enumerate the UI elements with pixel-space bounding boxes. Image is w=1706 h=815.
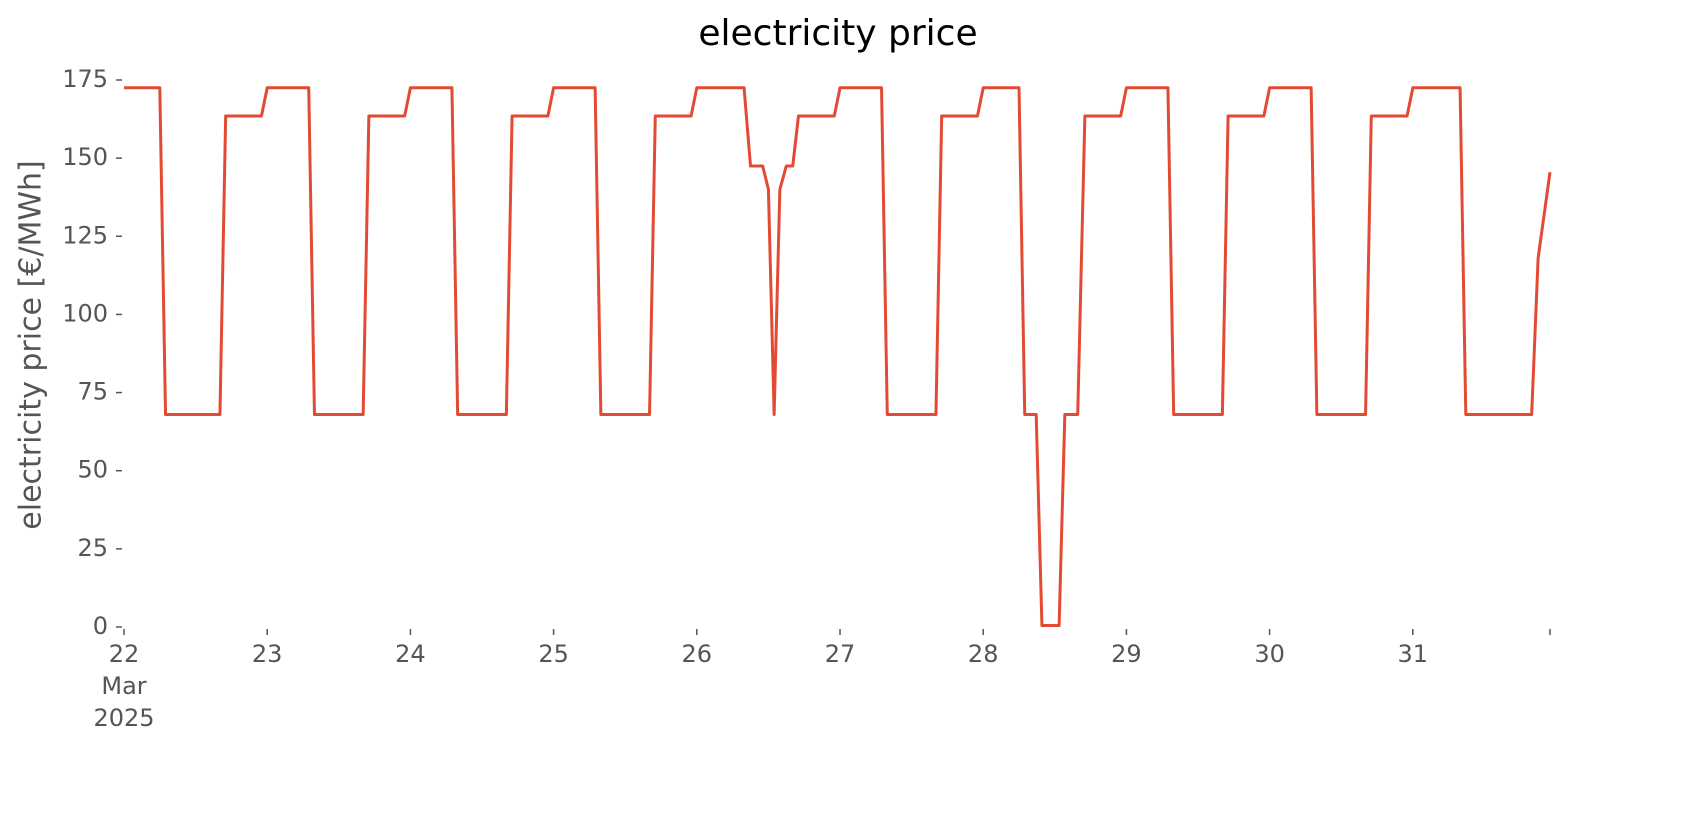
- x-tick-label: 31: [1397, 640, 1429, 668]
- y-tick-label: 0: [93, 612, 108, 640]
- y-axis-label: electricity price [€/MWh]: [14, 160, 49, 529]
- x-tick-label: 22 Mar 2025: [93, 640, 155, 732]
- y-tick-label: 25: [77, 534, 108, 562]
- x-tick-label: 23: [251, 640, 283, 668]
- x-tick-label: 24: [395, 640, 426, 668]
- x-tick-label: 27: [824, 640, 856, 668]
- x-tick-label: 28: [967, 640, 999, 668]
- y-tick-label: 50: [77, 456, 108, 484]
- chart-title: electricity price: [698, 13, 977, 54]
- y-tick-label: 175: [62, 65, 108, 93]
- x-tick-label: 29: [1111, 640, 1142, 668]
- y-tick-label: 75: [77, 378, 108, 406]
- y-tick-label: 150: [62, 143, 108, 171]
- y-tick-label: 100: [62, 299, 108, 327]
- x-tick-label: 25: [538, 640, 569, 668]
- x-tick-label: 26: [681, 640, 713, 668]
- y-tick-label: 125: [62, 221, 108, 249]
- x-tick-label: 30: [1254, 640, 1285, 668]
- line: [124, 86, 1552, 627]
